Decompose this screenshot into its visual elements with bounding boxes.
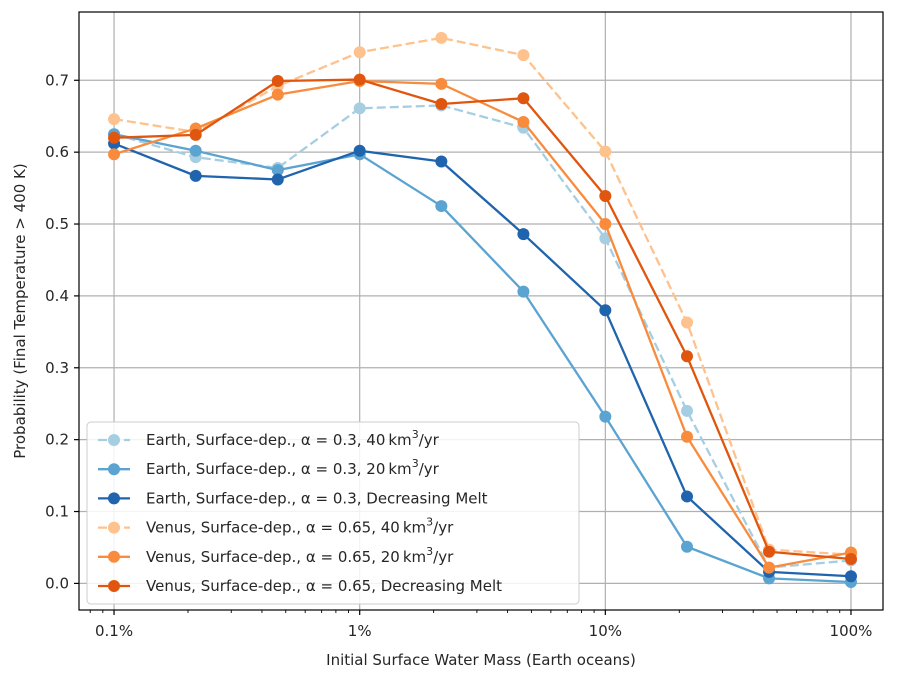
legend: Earth, Surface-dep., α = 0.3, 40 km3/yr Ea… [86,421,580,605]
data-point [681,540,694,553]
data-point [435,77,448,90]
legend-entry: Earth, Surface-dep., α = 0.3, 40 km3/yr [98,428,440,449]
data-point [271,173,284,186]
plot-frame [78,11,884,611]
series-line [113,142,852,578]
data-point [108,113,121,126]
legend-marker [108,550,120,563]
y-tick-label: 0.2 [45,431,69,449]
legend-marker [108,463,120,476]
series-line [113,79,852,569]
legend-label: Earth, Surface-dep., α = 0.3, Decreasing… [146,489,488,507]
data-point [599,145,612,158]
data-point [271,164,284,177]
legend-entry: Venus, Surface-dep., α = 0.65, 20 km3/yr [98,545,454,566]
x-tick-label: 1% [348,622,372,640]
legend-marker [108,434,120,446]
legend-label: Venus, Surface-dep., α = 0.65, 40 km3/yr [146,516,454,537]
series-line [114,78,852,561]
y-axis-label: Probability (Final Temperature > 400 K) [11,163,29,458]
legend-entry: Earth, Surface-dep., α = 0.3, 20 km3/yr [98,457,440,478]
y-tick-label: 0.1 [45,503,69,521]
data-point [599,190,612,202]
data-point [681,490,694,503]
data-point [435,155,448,168]
data-point [844,552,857,565]
data-point [517,49,530,62]
series-line [113,36,852,556]
data-point [353,144,366,157]
data-point [599,410,612,423]
y-tick-label: 0.7 [45,71,69,89]
legend-entry: Earth, Surface-dep., α = 0.3, Decreasing… [98,489,488,507]
x-tick-label: 100% [830,622,873,640]
x-axis-label: Initial Surface Water Mass (Earth oceans… [326,651,636,669]
series-6 [108,73,857,565]
data-point [189,144,202,157]
data-point [108,131,121,144]
data-point [599,232,612,245]
data-point [189,128,202,141]
legend-entry: Venus, Surface-dep., α = 0.65, Decreasin… [98,577,502,595]
data-point [599,218,612,231]
y-axis-ticks: 0.0 0.1 0.2 0.3 0.4 0.5 0.6 0.7 [45,71,79,592]
data-point [353,102,366,115]
data-point [517,115,530,128]
x-tick-label: 10% [589,622,622,640]
data-point [681,316,694,329]
data-point [844,570,857,583]
legend-box [86,421,580,605]
series-line [113,104,852,569]
y-tick-label: 0.4 [45,287,69,305]
data-point [271,75,284,87]
data-point [108,148,121,161]
y-tick-label: 0.6 [45,143,69,161]
legend-entry: Venus, Surface-dep., α = 0.65, 40 km3/yr [98,516,454,537]
legend-marker [108,521,120,534]
legend-label: Venus, Surface-dep., α = 0.65, 20 km3/yr [146,545,454,566]
data-point [435,31,448,44]
series-layer [108,31,857,588]
data-point [271,88,284,101]
data-point [189,169,202,182]
data-point [599,304,612,317]
data-point [435,98,448,110]
data-point [681,404,694,417]
x-axis-ticks: 0.1% 1% 10% 100% [89,610,873,640]
y-tick-label: 0.5 [45,215,69,233]
data-point [517,92,530,105]
y-tick-label: 0.0 [45,574,69,592]
legend-label: Venus, Surface-dep., α = 0.65, Decreasin… [146,577,502,595]
data-point [763,561,776,574]
data-point [681,430,694,443]
data-point [681,350,694,363]
data-point [517,285,530,298]
legend-marker [108,580,120,592]
legend-marker [108,492,120,505]
y-tick-label: 0.3 [45,359,69,377]
x-tick-label: 0.1% [95,622,133,640]
data-point [763,545,776,558]
data-point [517,228,530,241]
data-point [353,73,366,86]
series-line [113,133,852,584]
data-point [435,200,448,213]
data-point [353,46,366,59]
legend-label: Earth, Surface-dep., α = 0.3, 40 km3/yr [146,428,440,449]
legend-label: Earth, Surface-dep., α = 0.3, 20 km3/yr [146,457,440,478]
